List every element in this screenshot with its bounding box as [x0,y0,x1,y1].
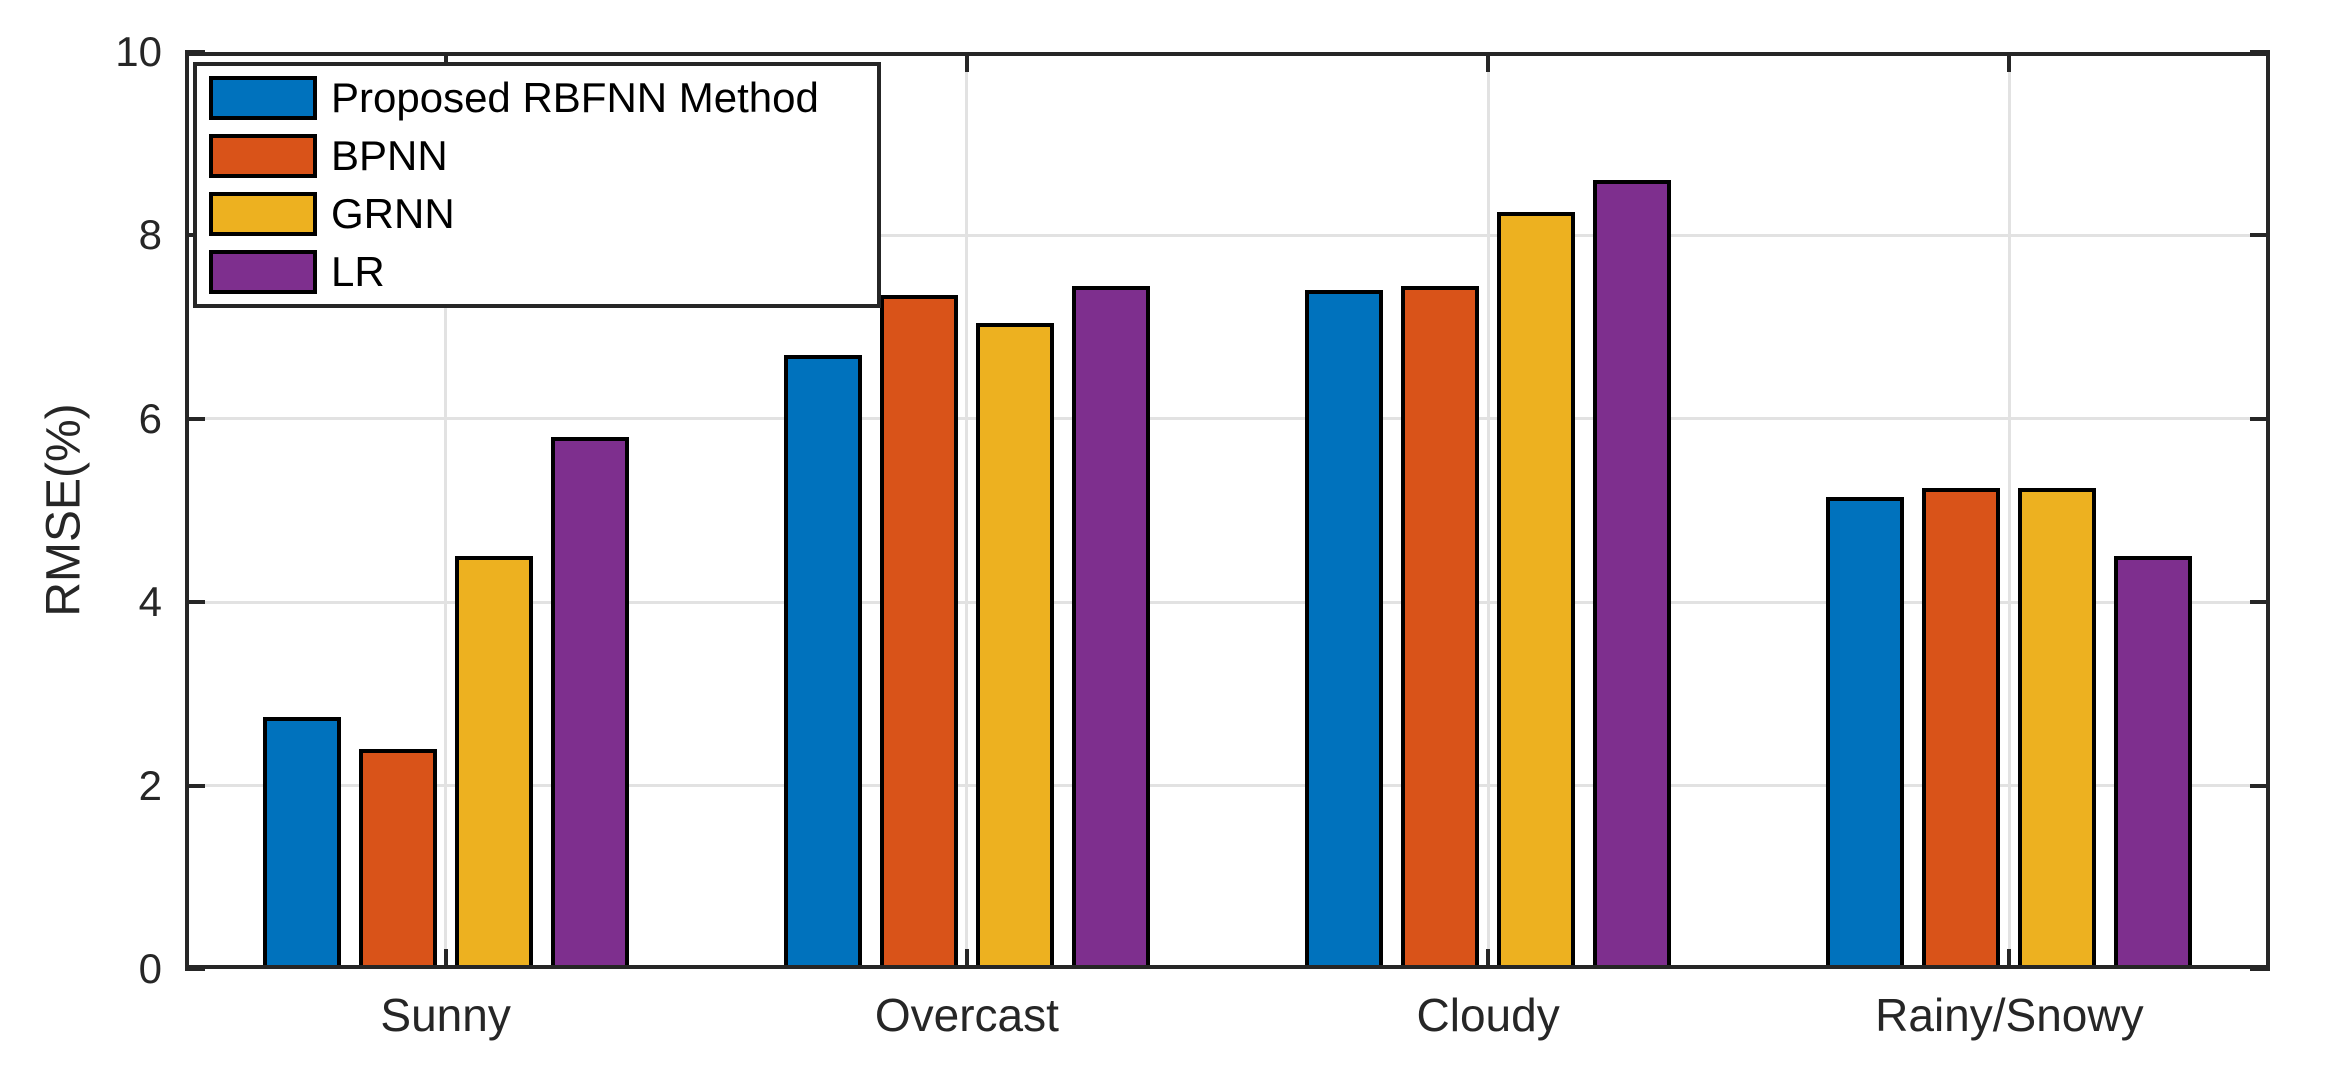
x-tick-label-cloudy: Cloudy [1416,989,1560,1041]
x-tick-top-cloudy [1486,52,1491,72]
x-tick-bottom-cloudy [1486,949,1491,969]
legend-label-lr: LR [331,248,385,295]
bar-overcast-bpnn [879,295,958,969]
x-tick-bottom-overcast [964,949,969,969]
bar-cloudy-bpnn [1401,285,1480,969]
bar-cloudy-grnn [1497,212,1576,969]
plot-area [185,50,2270,971]
y-tick-right-0 [2250,967,2270,971]
y-tick-label-10: 10 [115,28,162,75]
y-tick-left-6 [185,416,205,421]
y-tick-label-6: 6 [138,394,162,442]
x-tick-label-overcast: Overcast [874,989,1059,1041]
x-tick-top-rainy-snowy [2007,52,2012,72]
y-tick-label-8: 8 [138,211,162,259]
bar-cloudy-proposed-rbfnn-method [1305,290,1384,969]
h-gridline-4 [185,600,2270,604]
y-tick-left-2 [185,783,205,788]
v-gridline-rainy-snowy [2007,52,2011,969]
h-gridline-2 [185,784,2270,788]
bar-overcast-grnn [975,322,1054,969]
bar-rainy-snowy-bpnn [1922,487,2001,969]
legend-item-grnn: GRNN [209,185,877,243]
legend-label-bpnn: BPNN [331,132,448,179]
v-gridline-sunny [444,52,448,969]
legend-item-lr: LR [209,243,877,301]
bar-cloudy-lr [1593,180,1672,969]
legend: Proposed RBFNN Method BPNN GRNN LR [193,62,881,308]
legend-swatch-proposed-rbfnn-method [209,76,317,120]
y-tick-right-10 [2250,50,2270,54]
legend-label-grnn: GRNN [331,190,455,237]
y-tick-left-10 [185,50,205,54]
bar-rainy-snowy-proposed-rbfnn-method [1826,496,1905,969]
bar-sunny-lr [550,437,629,969]
x-tick-bottom-rainy-snowy [2007,949,2012,969]
bar-sunny-bpnn [358,748,437,969]
bar-overcast-proposed-rbfnn-method [783,354,862,969]
y-tick-right-6 [2250,416,2270,421]
x-tick-label-rainy-snowy: Rainy/Snowy [1875,989,2144,1041]
v-gridline-overcast [965,52,969,969]
y-tick-label-2: 2 [138,761,162,809]
legend-label-proposed-rbfnn-method: Proposed RBFNN Method [331,74,819,121]
bar-overcast-lr [1071,285,1150,969]
y-tick-label-4: 4 [138,578,162,626]
y-tick-right-4 [2250,600,2270,605]
h-gridline-8 [185,233,2270,237]
bar-sunny-proposed-rbfnn-method [262,716,341,969]
v-gridline-cloudy [1486,52,1490,969]
y-tick-label-0: 0 [138,945,162,992]
bar-rainy-snowy-lr [2114,556,2193,969]
bar-rainy-snowy-grnn [2018,487,2097,969]
legend-swatch-lr [209,250,317,294]
x-tick-top-overcast [964,52,969,72]
legend-swatch-grnn [209,192,317,236]
y-tick-right-2 [2250,783,2270,788]
legend-item-bpnn: BPNN [209,127,877,185]
x-tick-label-sunny: Sunny [380,989,511,1041]
bar-sunny-grnn [454,556,533,969]
legend-item-proposed-rbfnn-method: Proposed RBFNN Method [209,69,877,127]
legend-swatch-bpnn [209,134,317,178]
y-tick-right-8 [2250,233,2270,238]
legend-items: Proposed RBFNN Method BPNN GRNN LR [209,69,877,301]
x-tick-bottom-sunny [443,949,448,969]
y-tick-left-0 [185,967,205,971]
h-gridline-6 [185,417,2270,421]
y-tick-left-4 [185,600,205,605]
